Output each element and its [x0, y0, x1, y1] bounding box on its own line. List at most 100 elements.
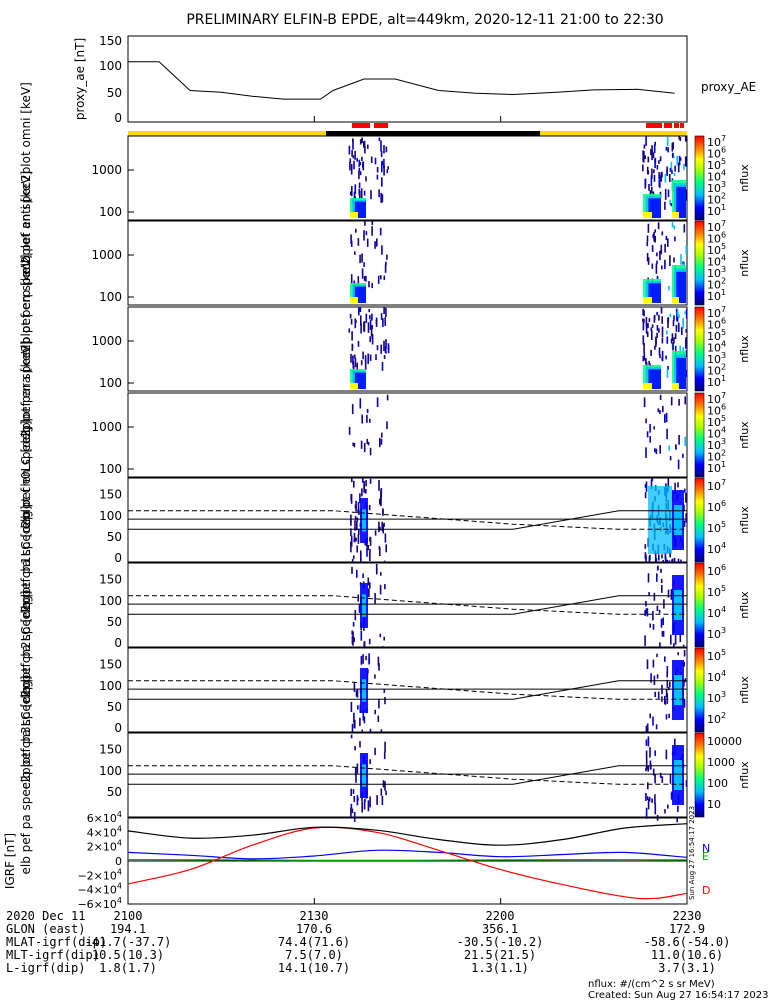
pa-ytick: 0 — [114, 721, 122, 735]
igrf-line-d — [127, 826, 688, 900]
colorbar-tick: 105 — [707, 648, 726, 663]
orbit-cell: 11.0(10.6) — [651, 948, 723, 962]
colorbar-label: nflux — [738, 761, 751, 789]
proxy-ae-ytick: 50 — [107, 86, 122, 100]
orbit-cell: 194.1 — [110, 922, 146, 936]
pa-panel-ylabel: elb pef pa spec2plot ch2LC [deg] — [19, 591, 33, 790]
igrf-line-n — [127, 849, 688, 860]
igrf-ylabel: IGRF [nT] — [3, 833, 17, 889]
orbit-cell: 170.6 — [296, 922, 332, 936]
footer-units: nflux: #/(cm^2 s sr MeV) — [588, 979, 715, 990]
energy-spectrogram-panel: elb pef en spec2plot para [keV] 1000 100 10… — [19, 341, 751, 530]
colorbar — [694, 647, 705, 733]
pa-anti-loss-cone-line — [128, 510, 687, 530]
pa-panel-ylabel: elb pef pa spec2plot ch3LC [deg] — [19, 676, 33, 875]
pa-ytick: 0 — [114, 551, 122, 565]
colorbar-label: nflux — [738, 421, 751, 449]
pa-anti-loss-cone-line — [128, 765, 687, 785]
orbit-cell: 356.1 — [482, 922, 518, 936]
proxy-ae-ytick: 0 — [114, 111, 122, 125]
orbit-row-label: L-igrf(dip) — [6, 961, 85, 975]
colorbar-tick: 104 — [707, 669, 726, 684]
proxy-ae-ylabel: proxy_ae [nT] — [73, 38, 87, 120]
colorbar-tick: 105 — [707, 328, 726, 343]
colorbar-tick: 101 — [707, 203, 726, 218]
energy-panel-ylabel: elb pef en spec2plot para [keV] — [19, 341, 33, 530]
energy-spectrogram-panel: elb pef en spec2plot omni [keV] 1000 100 10… — [19, 82, 751, 274]
figure-title: PRELIMINARY ELFIN-B EPDE, alt=449km, 202… — [186, 12, 663, 28]
colorbar-tick: 100 — [707, 777, 728, 790]
orbit-cell: -30.5(-10.2) — [457, 935, 544, 949]
pa-ytick: 100 — [99, 764, 122, 778]
colorbar-tick: 107 — [707, 305, 726, 320]
colorbar-tick: 105 — [707, 157, 726, 172]
colorbar — [694, 135, 705, 221]
orbit-cell: 7.5(7.0) — [285, 948, 343, 962]
energy-spectrogram-panel: elb pef en spec2plot anti [keV] 1000 100 10… — [19, 171, 751, 356]
pitch-angle-panel: elb pef pa spec2plot ch3LC [deg] 15010050… — [19, 676, 751, 875]
igrf-ytick: −6×104 — [77, 896, 122, 911]
pa-loss-cone-line — [128, 765, 687, 785]
colorbar-tick: 107 — [707, 219, 726, 234]
energy-ytick: 1000 — [91, 420, 122, 434]
pa-ytick: 150 — [99, 658, 122, 672]
colorbar-tick: 104 — [707, 254, 726, 269]
igrf-legend-n: N — [702, 842, 710, 855]
colorbar-tick: 103 — [707, 180, 726, 195]
orbit-row-label: MLT-igrf(dip) — [6, 948, 100, 962]
colorbar-tick: 107 — [707, 391, 726, 406]
colorbar-tick: 103 — [707, 351, 726, 366]
pa-loss-cone-line — [128, 595, 687, 615]
igrf-line-total — [127, 823, 688, 846]
colorbar-tick: 103 — [707, 437, 726, 452]
pa-ytick: 100 — [99, 509, 122, 523]
igrf-ytick: 0 — [115, 855, 122, 868]
colorbar-tick: 106 — [707, 499, 726, 514]
pitch-angle-panel: elb pef pa spec2plot ch2LC [deg] 150 100 50… — [19, 591, 751, 790]
colorbar-tick: 10000 — [707, 735, 742, 748]
igrf-line-e — [127, 858, 688, 861]
energy-ytick: 1000 — [91, 334, 122, 348]
colorbar — [694, 392, 705, 478]
orbit-cell: 74.4(71.6) — [278, 935, 350, 949]
pitch-angle-panel: elb pef pa spec2plot ch1LC [deg] 150 100 50… — [19, 506, 751, 705]
pa-loss-cone-line — [128, 680, 687, 700]
colorbar-label: nflux — [738, 249, 751, 277]
colorbar-label: nflux — [738, 506, 751, 534]
colorbar-tick: 104 — [707, 340, 726, 355]
orbit-cell: 172.9 — [669, 922, 705, 936]
igrf-ytick: 4×104 — [87, 824, 122, 839]
orbit-cell: 2130 — [300, 909, 329, 923]
colorbar-tick: 105 — [707, 520, 726, 535]
colorbar-tick: 104 — [707, 426, 726, 441]
colorbar-tick: 104 — [707, 541, 726, 556]
energy-spectrogram-panel: elb pef en spec2plot perp [keV] 1000 100 10… — [19, 254, 751, 443]
igrf-series-lines — [127, 823, 688, 900]
pa-anti-loss-cone-line — [128, 595, 687, 615]
pa-ytick: 100 — [99, 594, 122, 608]
orbit-cell: 3.7(3.1) — [658, 961, 716, 975]
colorbar-tick: 102 — [707, 192, 726, 207]
pa-ytick: 50 — [107, 785, 122, 799]
pa-ytick: 0 — [114, 636, 122, 650]
colorbar-tick: 104 — [707, 169, 726, 184]
colorbar-tick: 103 — [707, 265, 726, 280]
colorbar-tick: 10 — [707, 798, 721, 811]
igrf-ytick: −4×104 — [77, 882, 122, 897]
energy-panel-ylabel: elb pef en spec2plot omni [keV] — [19, 82, 33, 274]
colorbar-tick: 105 — [707, 584, 726, 599]
colorbar-tick: 102 — [707, 363, 726, 378]
igrf-legend-d: D — [702, 884, 710, 897]
colorbar — [694, 732, 705, 818]
orbit-cell: 21.5(21.5) — [464, 948, 536, 962]
pa-panel-ylabel: elb pef pa spec2plot ch0LC [deg] — [19, 421, 33, 620]
orbit-row-label: 2020 Dec 11 — [6, 909, 85, 923]
colorbar-tick: 106 — [707, 403, 726, 418]
proxy-ae-series-line — [128, 61, 675, 100]
colorbar — [694, 562, 705, 648]
pa-ytick: 50 — [107, 530, 122, 544]
energy-panel-ylabel: elb pef en spec2plot perp [keV] — [19, 254, 33, 443]
orbit-status-bar — [128, 131, 687, 136]
